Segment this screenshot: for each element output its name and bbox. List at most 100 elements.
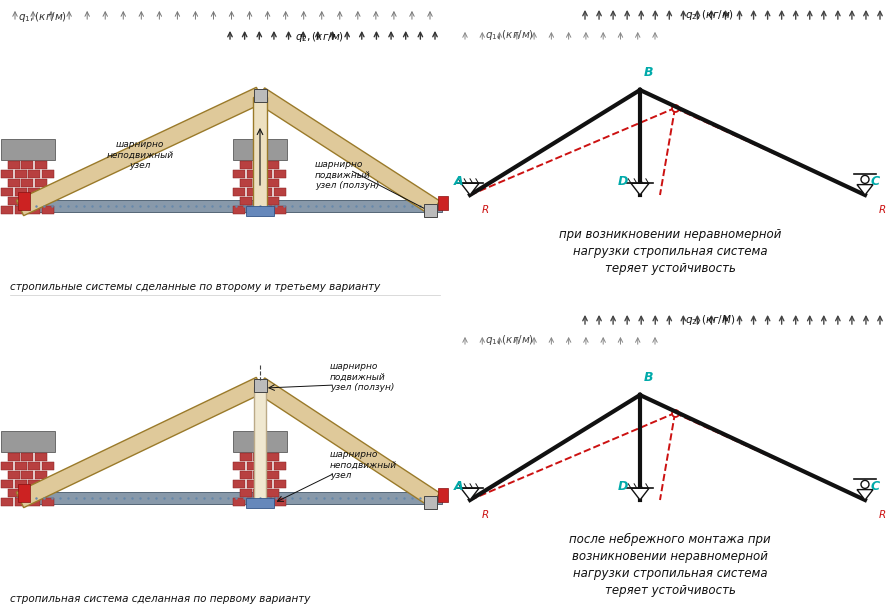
Bar bbox=[42, 170, 53, 178]
Text: нагрузки стропильная система: нагрузки стропильная система bbox=[573, 567, 767, 580]
Text: теряет устойчивость: теряет устойчивость bbox=[605, 262, 735, 275]
Bar bbox=[14, 188, 27, 196]
Text: теряет устойчивость: теряет устойчивость bbox=[605, 584, 735, 597]
Text: нагрузки стропильная система: нагрузки стропильная система bbox=[573, 245, 767, 258]
Bar bbox=[240, 161, 252, 169]
Polygon shape bbox=[631, 488, 649, 500]
Bar bbox=[246, 498, 259, 506]
Bar bbox=[21, 179, 34, 187]
Bar bbox=[267, 197, 279, 205]
Circle shape bbox=[861, 481, 869, 488]
Text: $q_2, (кг/М)$: $q_2, (кг/М)$ bbox=[685, 313, 735, 327]
Bar bbox=[15, 200, 442, 212]
Bar bbox=[246, 498, 274, 508]
Bar bbox=[28, 170, 40, 178]
Bar bbox=[21, 489, 34, 497]
Polygon shape bbox=[16, 87, 264, 216]
Bar bbox=[253, 453, 266, 461]
Bar bbox=[8, 161, 20, 169]
Bar bbox=[274, 206, 285, 214]
Bar bbox=[240, 471, 252, 479]
Text: при возникновении неравномерной: при возникновении неравномерной bbox=[559, 228, 781, 241]
Bar bbox=[260, 498, 272, 506]
Bar bbox=[1, 188, 13, 196]
Bar bbox=[274, 188, 285, 196]
Text: C: C bbox=[871, 480, 880, 493]
Text: $q_1, (кг/м)$: $q_1, (кг/м)$ bbox=[485, 28, 534, 42]
Bar bbox=[267, 471, 279, 479]
Bar bbox=[260, 462, 272, 470]
Bar bbox=[28, 188, 40, 196]
Bar bbox=[8, 471, 20, 479]
Bar bbox=[233, 498, 245, 506]
Bar bbox=[28, 498, 40, 506]
Text: $q_2, (кг/м)$: $q_2, (кг/м)$ bbox=[685, 8, 734, 22]
Text: B: B bbox=[644, 371, 653, 384]
Bar bbox=[1, 139, 55, 160]
Bar bbox=[233, 170, 245, 178]
Polygon shape bbox=[631, 183, 649, 195]
Text: $q_1, (кг/м)$: $q_1, (кг/м)$ bbox=[485, 333, 534, 347]
Bar bbox=[253, 471, 266, 479]
Polygon shape bbox=[857, 185, 873, 195]
Bar bbox=[253, 489, 266, 497]
Text: шарнирно
неподвижный
узел: шарнирно неподвижный узел bbox=[330, 450, 397, 480]
Bar bbox=[246, 170, 259, 178]
Polygon shape bbox=[255, 88, 440, 215]
Polygon shape bbox=[16, 378, 264, 508]
Bar bbox=[35, 161, 47, 169]
Bar bbox=[267, 489, 279, 497]
Bar bbox=[246, 480, 259, 488]
Text: возникновении неравномерной: возникновении неравномерной bbox=[572, 550, 768, 563]
Text: шарнирно
подвижный
узел (ползун): шарнирно подвижный узел (ползун) bbox=[330, 362, 395, 392]
Bar bbox=[28, 480, 40, 488]
Bar bbox=[1, 498, 13, 506]
Bar bbox=[8, 489, 20, 497]
Bar bbox=[253, 161, 266, 169]
Bar bbox=[274, 498, 285, 506]
Polygon shape bbox=[857, 490, 873, 500]
Text: стропильная система сделанная по первому варианту: стропильная система сделанная по первому… bbox=[10, 594, 310, 604]
Bar bbox=[240, 179, 252, 187]
Bar bbox=[423, 203, 436, 217]
Bar bbox=[14, 462, 27, 470]
Bar bbox=[260, 188, 272, 196]
Bar bbox=[21, 453, 34, 461]
Text: A: A bbox=[454, 480, 464, 493]
Bar bbox=[21, 197, 34, 205]
Bar bbox=[246, 206, 274, 216]
Bar bbox=[267, 453, 279, 461]
Bar bbox=[1, 431, 55, 452]
Bar bbox=[21, 471, 34, 479]
Bar bbox=[28, 206, 40, 214]
Bar bbox=[233, 206, 245, 214]
Bar bbox=[35, 179, 47, 187]
Text: после небрежного монтажа при: после небрежного монтажа при bbox=[569, 533, 771, 546]
Bar bbox=[233, 188, 245, 196]
Bar bbox=[1, 206, 13, 214]
Bar bbox=[1, 462, 13, 470]
Polygon shape bbox=[255, 378, 440, 507]
Bar bbox=[246, 206, 259, 214]
Bar bbox=[267, 179, 279, 187]
Text: R: R bbox=[482, 205, 489, 215]
Text: R: R bbox=[879, 205, 886, 215]
Bar bbox=[423, 496, 436, 509]
Bar bbox=[240, 197, 252, 205]
Text: A: A bbox=[454, 175, 464, 188]
Bar bbox=[246, 188, 259, 196]
Bar bbox=[14, 206, 27, 214]
Bar bbox=[8, 453, 20, 461]
Text: $q_1, (кг/м)$: $q_1, (кг/м)$ bbox=[18, 10, 67, 24]
Bar bbox=[14, 480, 27, 488]
Bar bbox=[21, 161, 34, 169]
Bar bbox=[253, 179, 266, 187]
Bar bbox=[253, 379, 267, 392]
Bar bbox=[260, 170, 272, 178]
Text: D: D bbox=[618, 175, 629, 188]
Bar bbox=[233, 431, 287, 452]
Bar bbox=[15, 492, 442, 504]
Circle shape bbox=[861, 175, 869, 183]
Bar bbox=[35, 197, 47, 205]
Polygon shape bbox=[461, 488, 479, 500]
